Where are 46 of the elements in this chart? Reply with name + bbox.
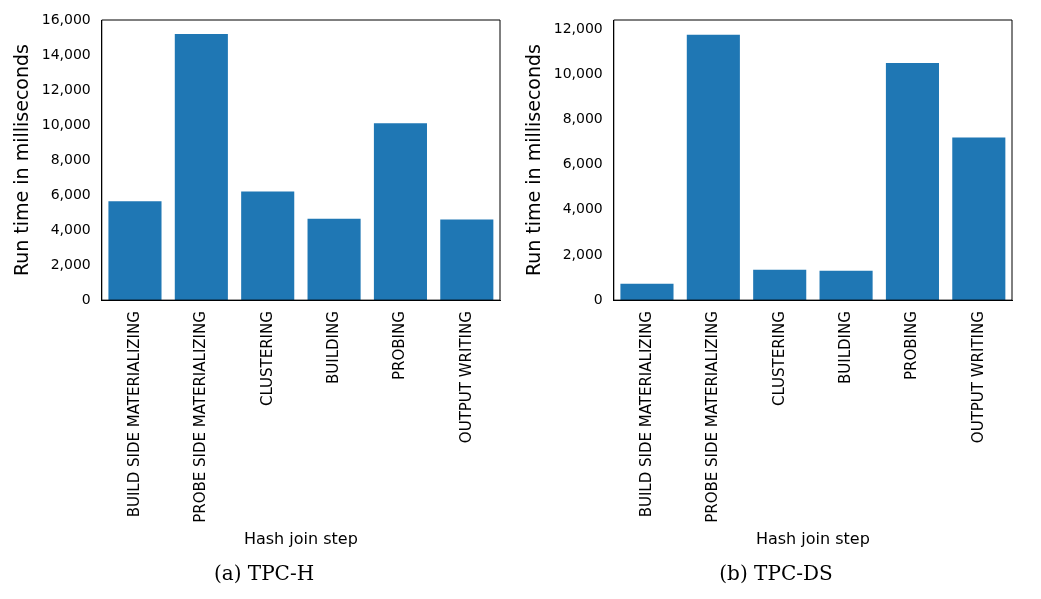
y-tick-label: 16,000 [41,10,91,27]
y-tick-label: 12,000 [41,80,91,97]
text: (b) TPC-DS [719,561,833,585]
x-tick-label: BUILDING [323,311,342,385]
bar [885,62,939,301]
x-tick-label: CLUSTERING [769,311,788,407]
x-tick-label: BUILD SIDE MATERIALIZING [124,311,143,518]
y-tick-label: 8,000 [50,150,91,167]
x-tick-label: OUTPUT WRITING [968,311,987,444]
bar [241,191,295,301]
bar [620,283,674,301]
y-axis-title: Run time in milliseconds [10,44,33,277]
bar [819,270,873,301]
y-tick-label: 2,000 [50,255,91,272]
bar [753,269,807,301]
y-axis-title: Run time in milliseconds [522,44,545,277]
x-tick-label: CLUSTERING [257,311,276,407]
bar [373,123,427,301]
y-tick-label: 2,000 [562,245,603,262]
x-tick-label: PROBE SIDE MATERIALIZING [703,311,722,523]
bar [174,34,228,301]
x-tick-label: BUILD SIDE MATERIALIZING [636,311,655,518]
y-tick-label: 14,000 [41,45,91,62]
bar [440,219,494,301]
bar [952,137,1006,301]
y-tick-label: 10,000 [553,64,603,81]
x-axis-title: Hash join step [243,528,358,548]
y-tick-label: 4,000 [562,200,603,217]
x-axis-title: Hash join step [755,528,870,548]
y-tick-label: 10,000 [41,115,91,132]
y-tick-label: 0 [81,290,91,307]
bar [108,201,162,301]
y-tick-label: 6,000 [562,155,603,172]
x-tick-label: BUILDING [835,311,854,385]
text: (a) TPC-H [213,561,315,585]
y-tick-label: 0 [593,290,603,307]
y-tick-label: 12,000 [553,19,603,36]
bar [686,34,740,301]
x-tick-label: PROBE SIDE MATERIALIZING [191,311,210,523]
y-tick-label: 4,000 [50,220,91,237]
x-tick-label: OUTPUT WRITING [456,311,475,444]
x-tick-label: PROBING [390,311,409,380]
y-tick-label: 6,000 [50,185,91,202]
bar [307,218,361,301]
y-tick-label: 8,000 [562,110,603,127]
x-tick-label: PROBING [902,311,921,380]
